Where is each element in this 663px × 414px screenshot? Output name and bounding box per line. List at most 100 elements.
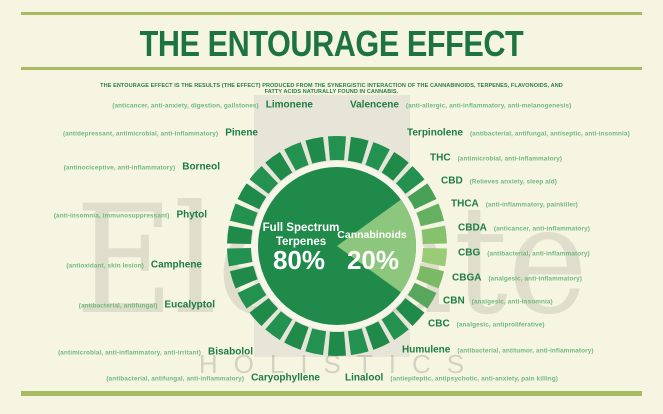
subtitle-text: THE ENTOURAGE EFFECT IS THE RESULTS (THE… <box>100 83 563 95</box>
ring-segment-cannabinoid <box>416 265 445 289</box>
compound-name: Caryophyllene <box>251 372 320 384</box>
compound-name: Humulene <box>402 344 451 356</box>
compound-name: Bisabolol <box>207 346 253 358</box>
compound-properties: (antidepressant, antimicrobial, anti-inf… <box>62 130 219 138</box>
bottom-divider-line <box>21 391 642 396</box>
page-title: THE ENTOURAGE EFFECT <box>139 23 524 64</box>
compound-label-cbga: CBGA (analgesic, anti-inflammatory) <box>452 273 582 284</box>
ring-segment-terpene <box>381 311 409 340</box>
compound-name: CBG <box>458 247 481 259</box>
compound-name: Terpinolene <box>407 127 463 139</box>
ring-segment-terpene <box>249 298 279 327</box>
compound-label-cbda: CBDA (anticancer, anti-inflammatory) <box>458 223 590 234</box>
ring-segment-terpene <box>347 328 369 356</box>
ring-segment-cannabinoid <box>407 183 437 210</box>
ring-segment-terpene <box>265 311 293 340</box>
ring-segment-terpene <box>229 265 258 289</box>
ring-segment-terpene <box>229 203 258 227</box>
compound-properties: (antimicrobial, anti-inflammatory) <box>457 155 563 163</box>
ring-segment-terpene <box>237 282 267 309</box>
compound-properties: (antioxidant, skin lesion) <box>66 262 144 270</box>
compound-properties: (analgesic, anti-insomnia) <box>471 298 553 306</box>
top-divider-line <box>21 12 642 15</box>
compound-label-limonene: (anticancer, anti-anxiety, digestion, ga… <box>112 100 313 111</box>
compound-name: CBC <box>428 318 450 330</box>
compound-name: Camphene <box>150 259 202 271</box>
ring-segment-cannabinoid <box>421 225 447 245</box>
compound-label-borneol: (antinociceptive, anti-inflammatory) Born… <box>64 162 220 173</box>
ring-segment-cannabinoid <box>416 203 445 227</box>
compound-name: Eucalyptol <box>164 299 215 311</box>
compound-properties: (Relieves anxiety, sleep aid) <box>469 178 557 186</box>
compound-properties: (analgesic, antiproliferative) <box>456 321 545 329</box>
compound-label-linalool: Linalool (antiepileptic, antipsychotic, a… <box>345 373 558 384</box>
compound-name: CBD <box>441 175 463 187</box>
compound-name: CBGA <box>452 272 482 284</box>
ring-segment-terpene <box>305 136 327 164</box>
compound-label-pinene: (antidepressant, antimicrobial, anti-inf… <box>63 128 258 139</box>
compound-properties: (anticancer, anti-inflammatory) <box>493 225 591 233</box>
compound-properties: (anti-insomnia, immunosuppressant) <box>53 212 170 220</box>
ring-segment-terpene <box>227 225 253 245</box>
terpenes-slice-percentage: 80% <box>273 245 325 275</box>
compound-name: Pinene <box>225 127 258 139</box>
compound-label-thca: THCA (anti-inflammatory, painkiller) <box>451 199 578 210</box>
compound-label-camphene: (antioxidant, skin lesion) Camphene <box>66 260 202 271</box>
compound-properties: (anti-inflammatory, painkiller) <box>485 201 578 209</box>
compound-label-eucalyptol: (antibacterial, antifungal) Eucalyptol <box>79 300 215 311</box>
compound-label-valencene: Valencene (anti-allergic, anti-inflammato… <box>350 100 571 111</box>
compound-properties: (anticancer, anti-anxiety, digestion, ga… <box>112 102 259 110</box>
ring-segment-terpene <box>395 298 425 327</box>
compound-name: Valencene <box>350 99 399 111</box>
terpenes-slice-label-line1: Full Spectrum <box>263 222 340 234</box>
ring-segment-terpene <box>284 321 309 350</box>
compound-properties: (antibacterial, antifungal, antiseptic, … <box>469 130 630 138</box>
compound-label-caryophyllene: (antibacterial, antifungal, anti-inflamm… <box>106 373 320 384</box>
ring-segment-terpene <box>305 328 327 356</box>
pie-cannabinoids-wedge <box>337 199 416 293</box>
title-underline-divider <box>21 67 642 70</box>
ring-segments <box>227 136 447 356</box>
compound-properties: (antiepileptic, antipsychotic, anti-anxi… <box>390 375 558 383</box>
ring-segment-terpene <box>237 183 267 210</box>
compound-name: Limonene <box>265 99 313 111</box>
compound-properties: (antibacterial, antitumor, anti-inflamma… <box>457 347 594 355</box>
compound-properties: (anti-allergic, anti-inflammatory, anti-… <box>405 102 572 110</box>
ring-segment-terpene <box>365 142 390 171</box>
compound-name: CBDA <box>458 222 487 234</box>
ring-segment-terpene <box>365 321 390 350</box>
compound-properties: (analgesic, anti-inflammatory) <box>488 275 583 283</box>
compound-label-phytol: (anti-insomnia, immunosuppressant) Phytol <box>54 210 207 221</box>
compound-label-cbd: CBD (Relieves anxiety, sleep aid) <box>441 176 557 187</box>
ring-segment-terpene <box>395 165 425 194</box>
compound-label-humulene: Humulene (antibacterial, antitumor, anti-… <box>402 345 594 356</box>
compound-label-terpinolene: Terpinolene (antibacterial, antifungal, a… <box>407 128 630 139</box>
cannabinoids-slice-label: Cannabinoids <box>337 229 407 241</box>
compound-properties: (antibacterial, anti-inflammatory) <box>487 250 590 258</box>
compound-label-cbc: CBC (analgesic, antiproliferative) <box>428 319 545 330</box>
compound-label-cbg: CBG (antibacterial, anti-inflammatory) <box>458 248 590 259</box>
compound-name: THC <box>430 152 451 164</box>
ring-segment-terpene <box>327 331 347 356</box>
compound-name: CBN <box>443 295 465 307</box>
terpenes-slice-label-line2: Terpenes <box>276 236 326 248</box>
ring-segment-cannabinoid <box>407 282 437 309</box>
compound-name: THCA <box>451 198 479 210</box>
ring-segment-terpene <box>284 142 309 171</box>
ring-segment-terpene <box>381 152 409 181</box>
cannabinoids-slice-percentage: 20% <box>347 245 399 275</box>
compound-properties: (antibacterial, antifungal) <box>78 302 158 310</box>
compound-properties: (antinociceptive, anti-inflammatory) <box>63 164 176 172</box>
ring-segment-terpene <box>347 136 369 164</box>
ring-segment-cannabinoid <box>421 247 447 267</box>
compound-name: Borneol <box>182 161 220 173</box>
compound-properties: (antibacterial, antifungal, anti-inflamm… <box>106 375 245 383</box>
ring-segment-terpene <box>227 247 253 267</box>
compound-name: Linalool <box>345 372 384 384</box>
ring-segment-terpene <box>327 136 347 161</box>
ring-segment-terpene <box>249 165 279 194</box>
compound-label-thc: THC (antimicrobial, anti-inflammatory) <box>430 153 562 164</box>
compound-name: Phytol <box>176 209 207 221</box>
